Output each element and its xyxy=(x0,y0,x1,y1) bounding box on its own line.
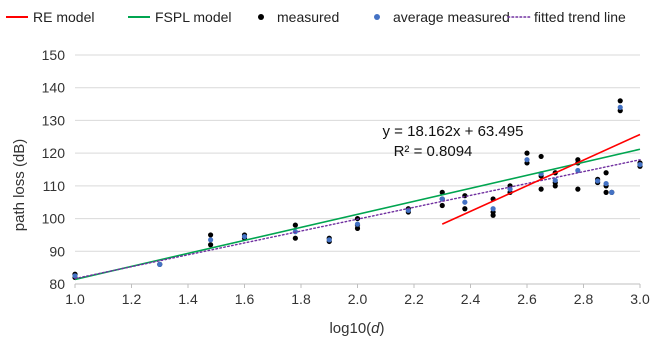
measured-point xyxy=(208,242,214,248)
x-tick-label: 2.8 xyxy=(574,291,594,307)
trend-equation: y = 18.162x + 63.495 xyxy=(383,123,524,140)
legend: RE model FSPL model measured average measur… xyxy=(6,9,626,25)
measured-point xyxy=(292,222,298,228)
average-measured-point xyxy=(354,221,361,227)
fspl-model-line xyxy=(74,148,641,281)
measured-point xyxy=(490,212,496,218)
average-measured-point xyxy=(439,196,445,202)
measured-point xyxy=(292,235,298,241)
x-tick-label: 2.4 xyxy=(461,291,481,307)
legend-swatch-avg xyxy=(374,14,380,20)
x-tick-label: 3.0 xyxy=(630,291,650,307)
y-tick-label: 130 xyxy=(42,112,66,128)
legend-label-meas: measured xyxy=(277,9,339,25)
average-measured-point xyxy=(507,186,513,192)
re-model-line xyxy=(441,133,641,225)
x-axis-title-suffix: ) xyxy=(380,320,385,337)
x-axis-title-variable: d xyxy=(371,320,380,337)
y-tick-label: 90 xyxy=(49,243,65,259)
average-measured-point xyxy=(609,189,615,195)
y-tick-labels: 80 90 100 110 120 130 140 150 xyxy=(42,47,66,292)
average-measured-point xyxy=(524,157,530,163)
y-axis-title: path loss (dB) xyxy=(11,139,28,232)
y-tick-label: 120 xyxy=(42,145,66,161)
measured-point xyxy=(208,232,214,238)
x-tick-label: 2.6 xyxy=(517,291,537,307)
average-measured-point xyxy=(637,161,643,168)
average-measured-point xyxy=(490,206,496,212)
average-measured-point xyxy=(72,273,78,279)
legend-label-fspl: FSPL model xyxy=(155,9,232,25)
legend-label-avg: average measured xyxy=(393,9,510,25)
measured-point xyxy=(552,183,558,189)
average-measured-point xyxy=(326,237,332,243)
annotations: y = 18.162x + 63.495 R² = 0.8094 xyxy=(383,123,524,160)
plot-area xyxy=(72,98,643,281)
y-tick-label: 140 xyxy=(42,80,66,96)
average-measured-point xyxy=(241,233,248,240)
x-axis-title-prefix: log10( xyxy=(329,320,371,337)
x-tick-labels: 1.0 1.2 1.4 1.6 1.8 2.0 2.2 2.4 2.6 2.8 3.0 xyxy=(65,291,650,307)
measured-point xyxy=(538,153,544,160)
measured-point xyxy=(439,202,445,209)
axes xyxy=(74,283,641,288)
measured-point xyxy=(617,98,623,104)
measured-point xyxy=(538,186,544,192)
x-tick-label: 2.2 xyxy=(404,291,424,307)
x-tick-label: 1.6 xyxy=(235,291,255,307)
x-axis-title: log10(d) xyxy=(329,320,384,337)
fitted-trend-line-line xyxy=(74,159,641,280)
legend-label-trend: fitted trend line xyxy=(534,9,626,25)
x-tick-label: 1.2 xyxy=(122,291,142,307)
legend-label-re: RE model xyxy=(33,9,94,25)
legend-swatch-meas xyxy=(258,14,264,20)
measured-point xyxy=(354,225,361,231)
measured-point xyxy=(575,186,581,192)
average-measured-point xyxy=(405,207,411,213)
x-tick-label: 1.0 xyxy=(65,291,85,307)
x-tick-label: 2.0 xyxy=(348,291,368,307)
average-measured-point xyxy=(595,178,601,184)
average-measured-point xyxy=(552,177,558,183)
y-tick-label: 80 xyxy=(49,276,65,292)
measured-point xyxy=(603,170,609,176)
y-tick-label: 110 xyxy=(43,178,66,194)
average-measured-point xyxy=(603,180,609,187)
y-tick-label: 150 xyxy=(42,47,66,63)
r-squared: R² = 0.8094 xyxy=(394,143,473,160)
average-measured-point xyxy=(208,237,214,243)
average-measured-point xyxy=(157,261,163,267)
measured-point xyxy=(462,206,468,212)
x-tick-label: 1.4 xyxy=(178,291,198,307)
average-measured-point xyxy=(617,104,623,110)
measured-point xyxy=(603,189,609,195)
x-tick-label: 1.8 xyxy=(291,291,311,307)
average-measured-point xyxy=(575,167,581,174)
average-measured-point xyxy=(462,199,468,205)
y-tick-label: 100 xyxy=(42,211,66,227)
measured-point xyxy=(524,150,530,156)
